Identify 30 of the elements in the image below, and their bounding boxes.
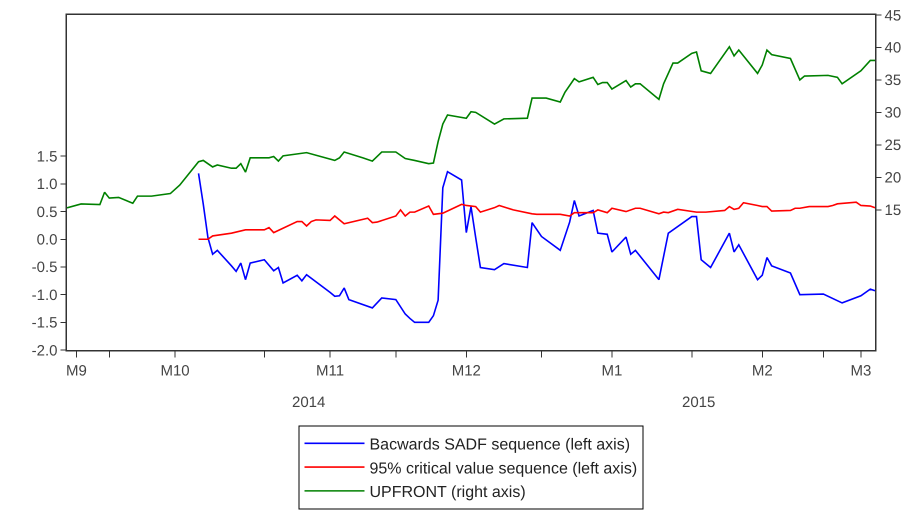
y-tick-label: -2.0 [32,342,58,360]
line-series [67,46,875,209]
line-series [198,201,875,240]
y2-tick-label: 40 [884,40,902,57]
x-tick-label: M3 [850,362,872,380]
legend-label: UPFRONT (right axis) [370,484,526,502]
y-tick-label: 1.0 [36,176,58,194]
y-tick-label: 1.5 [36,148,58,166]
y-tick-label: -1.5 [32,314,58,332]
x-tick-label: M10 [160,362,190,380]
text: 2015 [682,394,716,411]
y-tick-label: -1.0 [32,286,58,304]
x-tick-label: M2 [752,362,773,380]
text: 2014 [292,394,326,411]
x-tick-label: M11 [316,362,344,380]
y2-tick-label: 25 [884,137,902,154]
y2-tick-label: 15 [884,202,902,220]
legend-label: Bacwards SADF sequence (left axis) [370,436,630,454]
y2-tick-label: 45 [884,7,902,24]
x-tick-label: M1 [602,362,622,380]
y-tick-label: 0.0 [36,232,58,249]
y2-tick-label: 30 [884,104,902,122]
legend-label: 95% critical value sequence (left axis) [370,460,638,478]
x-tick-label: M9 [66,362,87,380]
y-tick-label: 0.5 [36,204,58,221]
y2-tick-label: 35 [884,72,902,90]
y-tick-label: -0.5 [32,259,58,276]
line-series [198,170,875,324]
y2-tick-label: 20 [884,170,902,187]
x-tick-label: M12 [452,362,481,380]
